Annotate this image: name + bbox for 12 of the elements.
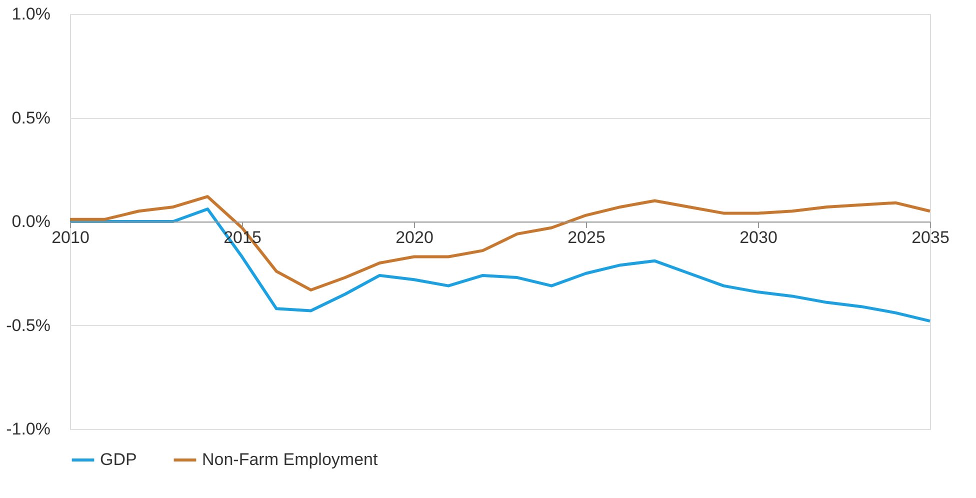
- x-tick-label: 2010: [52, 228, 90, 247]
- y-tick-label: 0.5%: [12, 108, 50, 128]
- y-tick-label: -0.5%: [6, 316, 50, 335]
- legend-label: GDP: [100, 450, 137, 469]
- x-tick-label: 2020: [396, 228, 434, 247]
- y-tick-label: 1.0%: [12, 4, 50, 24]
- x-tick-label: 2025: [568, 228, 606, 247]
- x-tick-label: 2035: [912, 228, 950, 247]
- y-tick-label: 0.0%: [12, 212, 50, 231]
- legend-label: Non-Farm Employment: [202, 450, 378, 469]
- y-tick-label: -1.0%: [6, 420, 50, 438]
- x-tick-label: 2030: [740, 228, 778, 247]
